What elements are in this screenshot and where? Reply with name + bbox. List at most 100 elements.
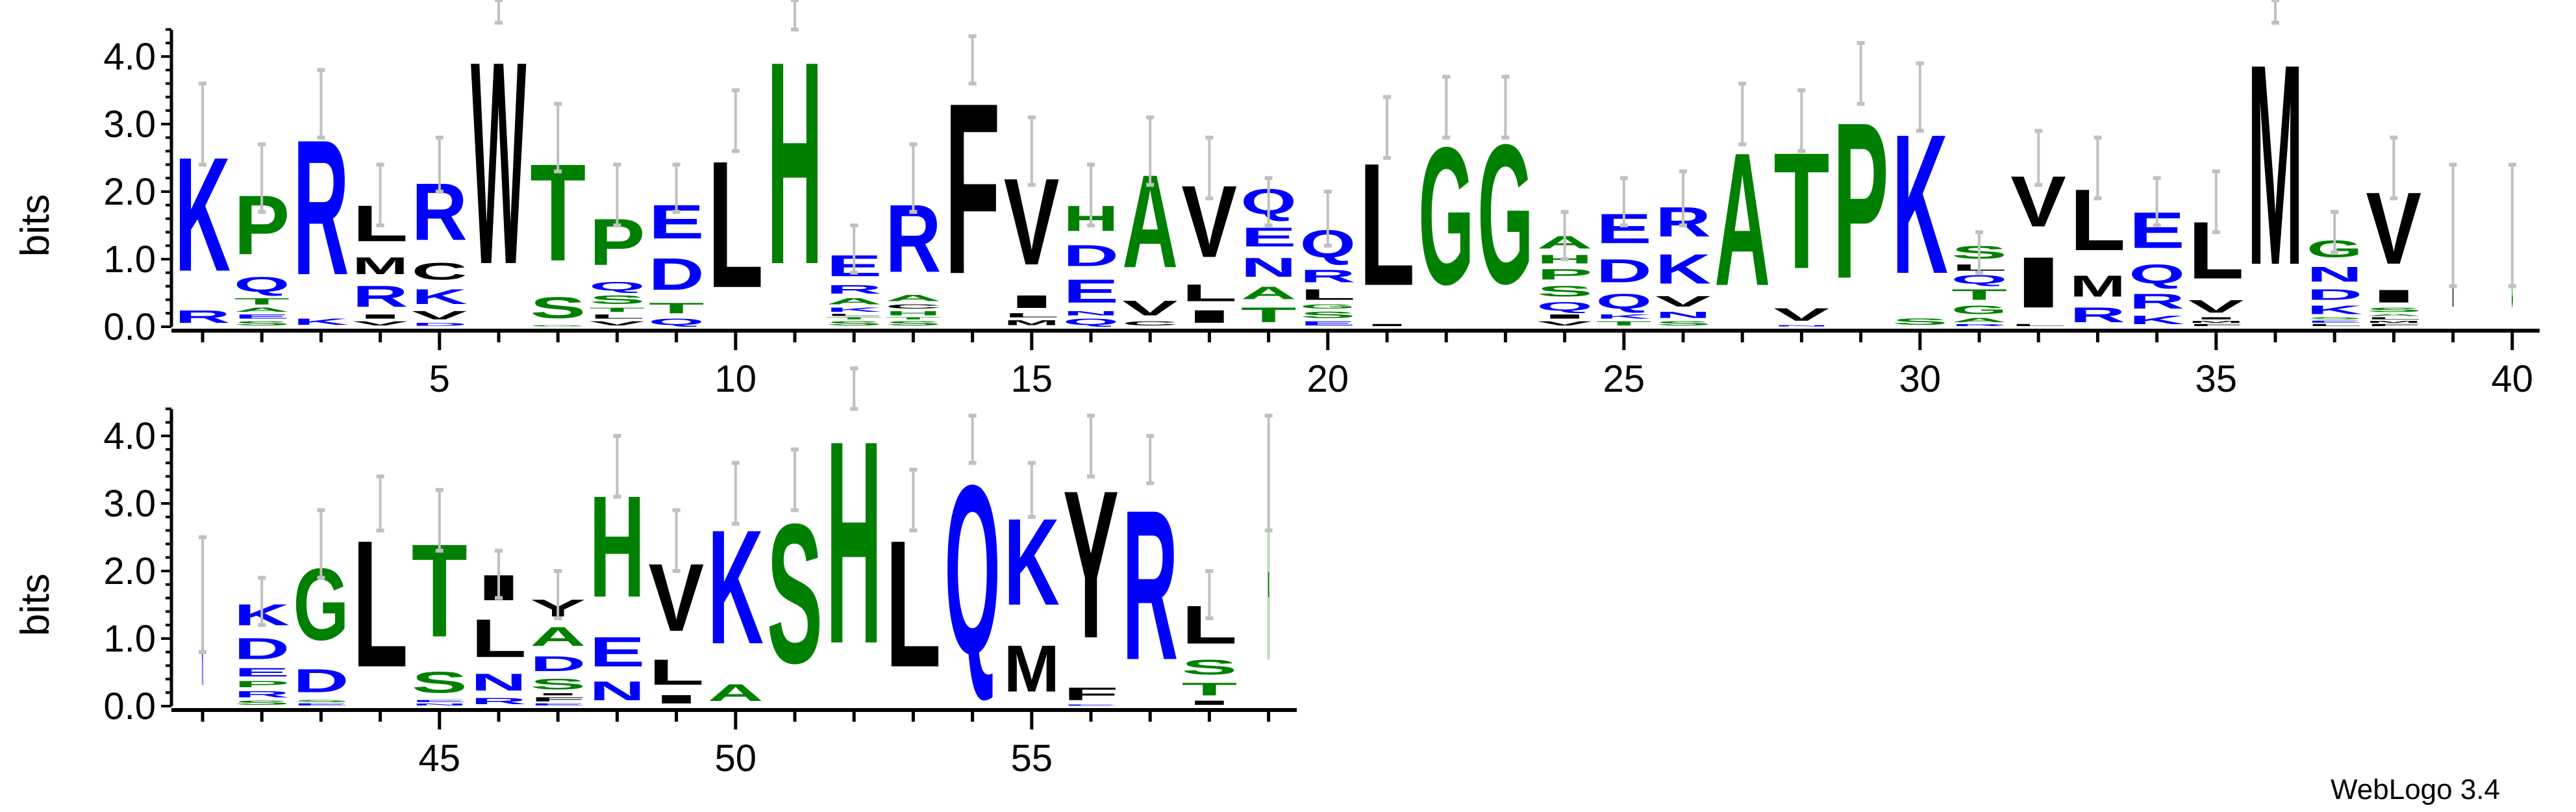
logo-letter: I <box>2010 242 2066 323</box>
logo-letter: I <box>2366 286 2421 306</box>
logo-column: CVA <box>1122 115 1178 327</box>
logo-letter: S <box>1537 283 1593 299</box>
logo-letter: S <box>530 676 586 692</box>
logo-letter: I <box>2188 316 2244 320</box>
logo-letter: K <box>2129 313 2185 327</box>
logo-letter: L <box>2307 324 2362 327</box>
logo-letter: G <box>1951 303 2007 316</box>
logo-column: LIV <box>2010 129 2066 327</box>
logo-letter: T <box>1181 679 1237 699</box>
logo-letter: T <box>1241 303 1297 327</box>
logo-letter: Q <box>1537 299 1593 313</box>
logo-letter: V <box>2188 296 2244 316</box>
logo-letter: S <box>412 665 468 699</box>
logo-letter: R <box>826 283 882 297</box>
logo-letter: C <box>412 258 468 285</box>
logo-letter: A <box>1951 316 2007 323</box>
logo-letter: E <box>1300 320 1356 327</box>
logo-letter: G <box>1418 107 1474 325</box>
x-tick-label: 30 <box>1899 358 1942 400</box>
logo-letter: R <box>234 689 290 700</box>
logo-letter: I <box>353 313 408 320</box>
logo-letter: H <box>885 310 941 316</box>
logo-letter: T <box>826 316 882 320</box>
logo-letter: T <box>1951 286 2007 303</box>
logo-letter: L <box>708 123 764 325</box>
logo-column: S <box>767 447 823 705</box>
logo-letter: G <box>530 325 586 327</box>
logo-column: ILV <box>1181 135 1237 327</box>
logo-letter: I <box>1537 313 1593 320</box>
logo-letter: K <box>412 285 468 309</box>
x-tick-label: 20 <box>1307 358 1349 400</box>
logo-letter: S <box>293 700 349 703</box>
logo-letter: I <box>1004 292 1060 312</box>
logo-letter: K <box>708 496 764 678</box>
logo-letter: T <box>234 296 290 307</box>
logo-letter: A <box>234 307 290 313</box>
logo-column: Q <box>945 413 1001 705</box>
logo-letter: R <box>471 696 527 706</box>
logo-letter: S <box>234 700 290 706</box>
logo-letter: L <box>589 313 645 320</box>
logo-column: RK <box>175 81 231 327</box>
logo-letter: A <box>885 293 941 303</box>
logo-column: M <box>2247 0 2303 325</box>
logo-letter: E <box>589 628 645 676</box>
x-tick-label: 45 <box>419 737 461 780</box>
logo-letter: S <box>530 291 586 325</box>
logo-letter: A <box>530 622 586 652</box>
logo-letter: S <box>589 293 645 307</box>
logo-column: SK <box>1892 61 1948 327</box>
logo-column: MK <box>1004 461 1060 705</box>
logo-column: IL <box>1359 95 1415 327</box>
logo-letter: L <box>1004 312 1060 318</box>
x-tick-label: 10 <box>715 358 757 400</box>
logo-letter: I <box>1359 324 1415 327</box>
logo-column: L <box>708 88 764 325</box>
logo-letter: Q <box>2129 259 2185 290</box>
logo-letter: K <box>826 307 882 313</box>
logo-letter: M <box>2247 5 2303 325</box>
logo-letter: N <box>589 676 645 706</box>
logo-column: H <box>826 366 882 705</box>
logo-letter: P <box>1833 75 1889 325</box>
logo-letter: V <box>1122 296 1178 320</box>
logo-column: R <box>1122 434 1178 705</box>
logo-letter: R <box>1122 466 1178 705</box>
logo-letter: V <box>589 320 645 327</box>
logo-letter: Y <box>1063 447 1119 683</box>
logo-letter: K <box>2307 303 2362 317</box>
logo-letter: E <box>234 313 290 320</box>
logo-letter: L <box>1181 279 1237 306</box>
y-tick-label: 3.0 <box>103 103 156 146</box>
logo-letter: N <box>2307 262 2362 286</box>
logo-letter: Q <box>649 316 705 327</box>
logo-letter: E <box>293 703 349 706</box>
logo-letter: F <box>1063 683 1119 704</box>
logo-letter: L <box>471 608 527 669</box>
logo-letter: D <box>293 663 349 700</box>
logo-column: ILV <box>649 508 705 706</box>
logo-letter: L <box>353 502 408 705</box>
logo-letter: A <box>1241 283 1297 303</box>
x-tick-label: 50 <box>715 737 757 780</box>
logo-letter: M <box>1004 631 1060 705</box>
logo-letter: T <box>649 300 705 317</box>
logo-letter: N <box>1655 310 1711 320</box>
logo-column: VIQSPHA <box>1537 210 1593 327</box>
logo-letter: V <box>1537 320 1593 327</box>
logo-letter: M <box>2366 320 2421 324</box>
logo-letter: A <box>1714 114 1770 325</box>
logo-column: F <box>945 34 1001 325</box>
